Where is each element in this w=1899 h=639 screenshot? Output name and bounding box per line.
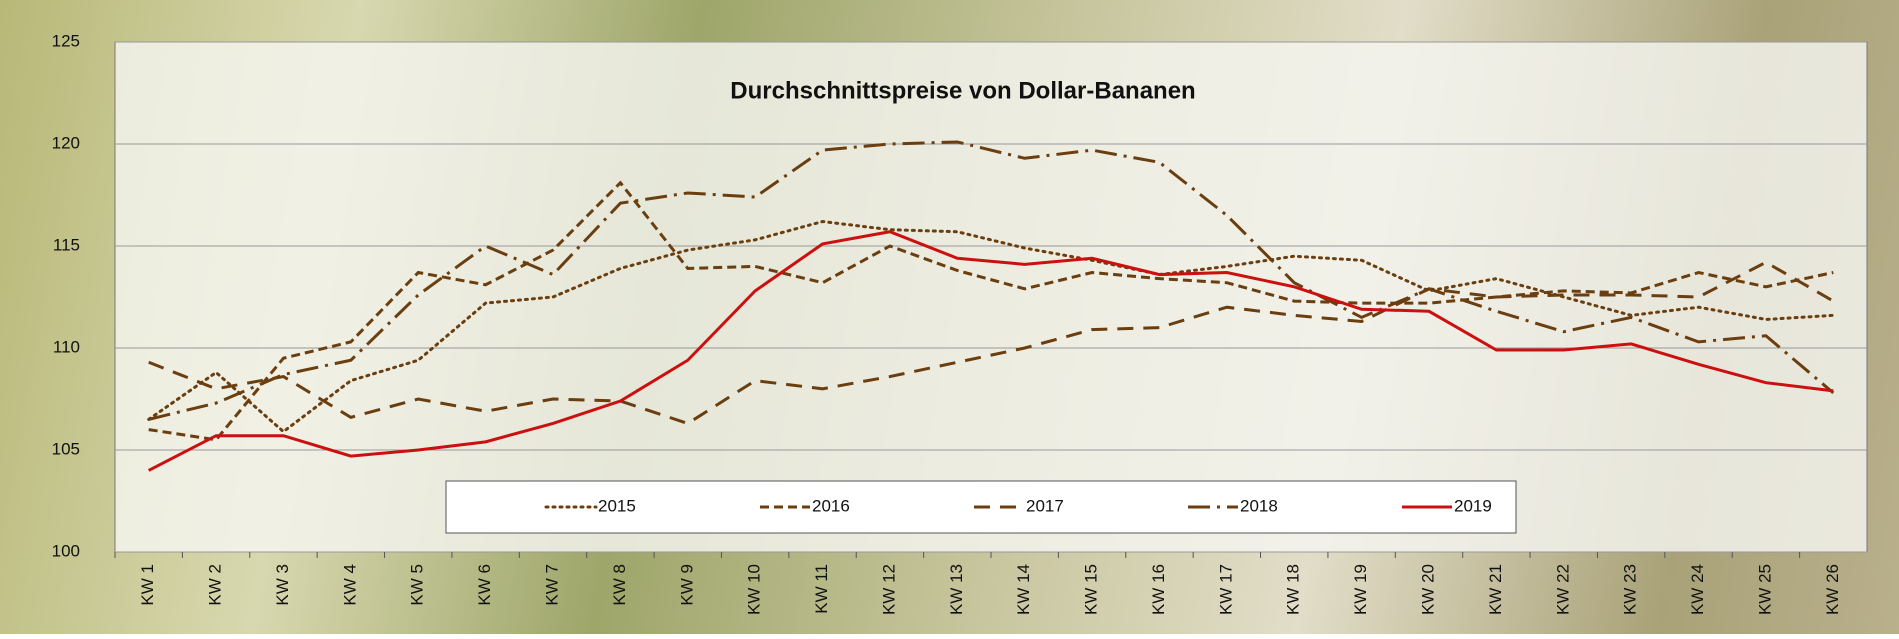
x-tick-label: KW 9 xyxy=(677,564,696,606)
x-tick-label: KW 12 xyxy=(879,564,898,615)
x-tick-label: KW 17 xyxy=(1216,564,1235,615)
y-tick-label: 110 xyxy=(53,337,80,356)
y-tick-label: 105 xyxy=(52,439,80,458)
x-tick-label: KW 10 xyxy=(745,564,764,615)
legend-label: 2017 xyxy=(1026,496,1064,515)
series-line xyxy=(148,260,1835,426)
x-tick-label: KW 6 xyxy=(475,564,494,606)
x-tick-label: KW 7 xyxy=(542,564,561,606)
x-tick-label: KW 26 xyxy=(1823,564,1842,615)
x-tick-label: KW 18 xyxy=(1284,564,1303,615)
x-tick-label: KW 14 xyxy=(1014,564,1033,615)
y-tick-label: 115 xyxy=(53,235,80,254)
x-tick-label: KW 22 xyxy=(1553,564,1572,615)
y-tick-label: 100 xyxy=(52,541,80,560)
x-tick-label: KW 15 xyxy=(1082,564,1101,615)
series-line xyxy=(147,219,1835,434)
x-tick-label: KW 25 xyxy=(1755,564,1774,615)
x-tick-label: KW 16 xyxy=(1149,564,1168,615)
x-tick-label: KW 19 xyxy=(1351,564,1370,615)
x-tick-label: KW 4 xyxy=(340,564,359,606)
series-line xyxy=(148,180,1834,442)
x-tick-label: KW 1 xyxy=(138,564,157,606)
legend-label: 2018 xyxy=(1240,496,1278,515)
legend-label: 2016 xyxy=(812,496,850,515)
x-tick-label: KW 5 xyxy=(408,564,427,606)
plot-area xyxy=(114,41,1868,553)
x-tick-label: KW 11 xyxy=(812,564,831,614)
x-tick-label: KW 3 xyxy=(273,564,292,606)
x-tick-label: KW 13 xyxy=(947,564,966,615)
x-tick-label: KW 23 xyxy=(1621,564,1640,615)
x-tick-label: KW 21 xyxy=(1486,564,1505,615)
series-line xyxy=(148,140,1835,421)
x-tick-label: KW 8 xyxy=(610,564,629,606)
series-line xyxy=(148,230,1834,472)
x-tick-label: KW 24 xyxy=(1688,564,1707,615)
y-tick-label: 120 xyxy=(52,133,80,152)
y-tick-label: 125 xyxy=(52,31,80,50)
legend-label: 2015 xyxy=(598,496,636,515)
x-tick-label: KW 20 xyxy=(1418,564,1437,615)
chart-title: Durchschnittspreise von Dollar-Bananen xyxy=(730,77,1195,104)
x-tick-label: KW 2 xyxy=(206,564,225,606)
legend-label: 2019 xyxy=(1454,496,1492,515)
